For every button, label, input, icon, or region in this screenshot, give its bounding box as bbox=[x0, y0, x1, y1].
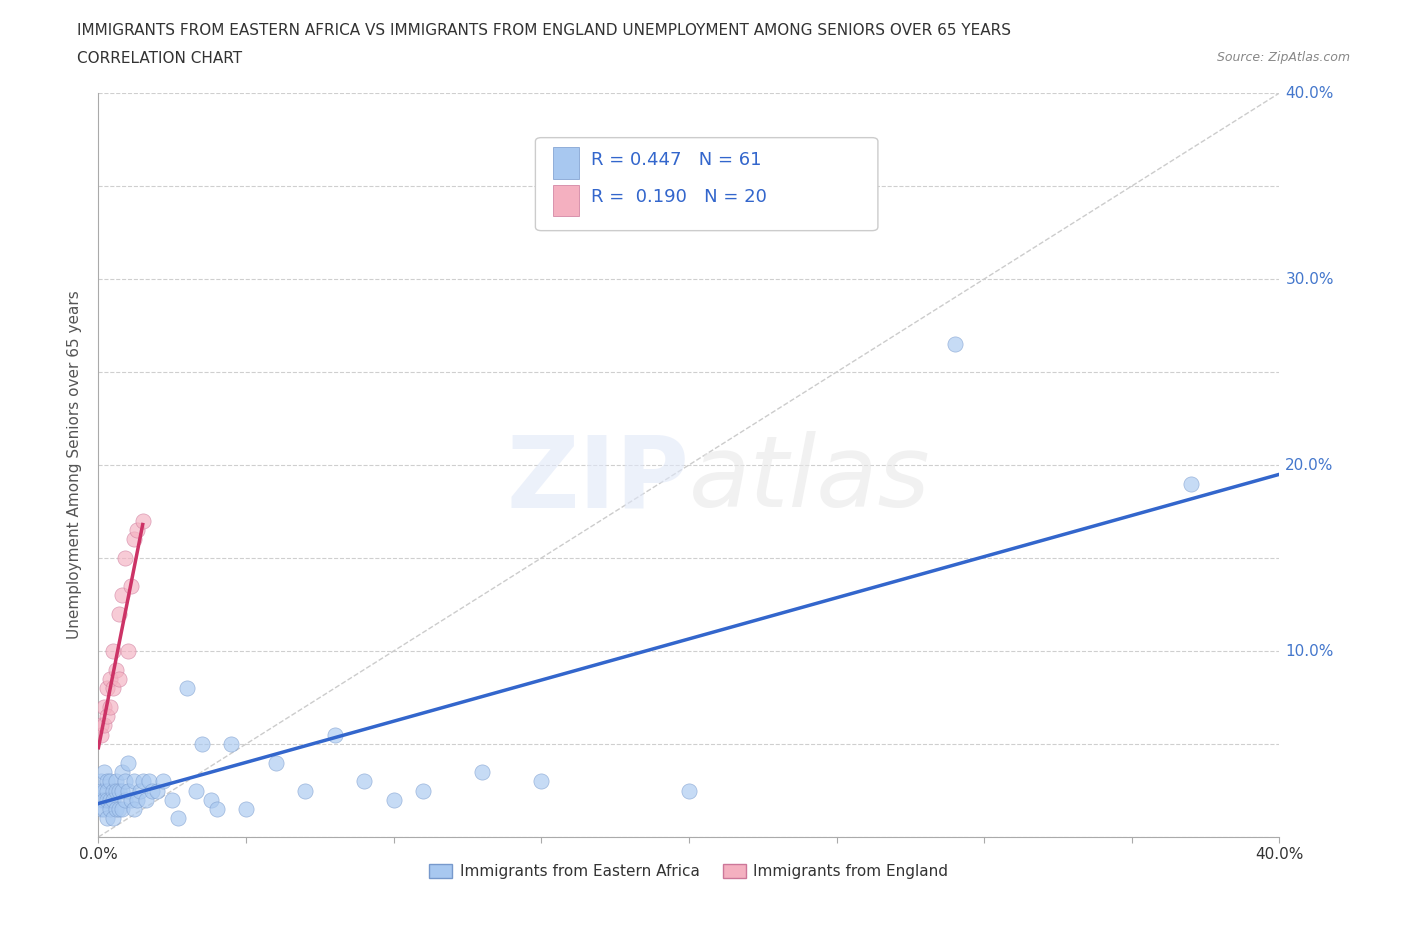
Point bbox=[108, 783, 131, 798]
Point bbox=[191, 737, 214, 751]
Point bbox=[152, 774, 174, 789]
Point bbox=[98, 774, 121, 789]
Point bbox=[1180, 476, 1202, 491]
Point bbox=[162, 792, 183, 807]
Point bbox=[114, 774, 136, 789]
Point bbox=[103, 681, 125, 696]
Point bbox=[96, 774, 118, 789]
Point bbox=[132, 774, 155, 789]
Point bbox=[294, 783, 316, 798]
Point bbox=[98, 699, 121, 714]
Point bbox=[205, 802, 228, 817]
Legend: Immigrants from Eastern Africa, Immigrants from England: Immigrants from Eastern Africa, Immigran… bbox=[423, 857, 955, 885]
Point bbox=[90, 718, 112, 733]
Point bbox=[90, 727, 112, 742]
Point bbox=[117, 644, 139, 658]
Point bbox=[135, 792, 157, 807]
Point bbox=[108, 671, 131, 686]
Text: ZIP: ZIP bbox=[506, 432, 689, 528]
Point bbox=[90, 783, 112, 798]
Point bbox=[93, 802, 115, 817]
Point bbox=[90, 802, 112, 817]
Point bbox=[108, 802, 131, 817]
Point bbox=[167, 811, 190, 826]
Point bbox=[111, 764, 134, 779]
Text: 40.0%: 40.0% bbox=[1285, 86, 1334, 100]
Point bbox=[200, 792, 222, 807]
Point bbox=[264, 755, 287, 770]
Point bbox=[132, 513, 155, 528]
Point bbox=[235, 802, 257, 817]
Point bbox=[96, 811, 118, 826]
Point bbox=[117, 783, 139, 798]
Point bbox=[114, 792, 136, 807]
Point bbox=[146, 783, 169, 798]
Text: R =  0.190   N = 20: R = 0.190 N = 20 bbox=[591, 188, 766, 206]
Point bbox=[120, 578, 142, 593]
Point bbox=[98, 792, 121, 807]
Point bbox=[114, 551, 136, 565]
Text: 20.0%: 20.0% bbox=[1285, 458, 1334, 472]
Point bbox=[353, 774, 375, 789]
Point bbox=[120, 792, 142, 807]
Point bbox=[90, 792, 112, 807]
Text: IMMIGRANTS FROM EASTERN AFRICA VS IMMIGRANTS FROM ENGLAND UNEMPLOYMENT AMONG SEN: IMMIGRANTS FROM EASTERN AFRICA VS IMMIGR… bbox=[77, 23, 1011, 38]
Point bbox=[111, 802, 134, 817]
Point bbox=[122, 774, 145, 789]
Point bbox=[128, 783, 150, 798]
Point bbox=[105, 802, 128, 817]
Point bbox=[98, 671, 121, 686]
Point bbox=[176, 681, 198, 696]
Point bbox=[125, 523, 148, 538]
Point bbox=[117, 755, 139, 770]
Text: R = 0.447   N = 61: R = 0.447 N = 61 bbox=[591, 151, 762, 169]
Point bbox=[530, 774, 553, 789]
Point bbox=[323, 727, 346, 742]
Point bbox=[96, 783, 118, 798]
Point bbox=[93, 718, 115, 733]
Point bbox=[122, 802, 145, 817]
Bar bbox=[553, 147, 579, 179]
Point bbox=[122, 532, 145, 547]
Text: atlas: atlas bbox=[689, 432, 931, 528]
Bar bbox=[553, 184, 579, 216]
Point bbox=[93, 783, 115, 798]
Point bbox=[96, 709, 118, 724]
Point bbox=[103, 783, 125, 798]
Text: 30.0%: 30.0% bbox=[1285, 272, 1334, 286]
Point bbox=[141, 783, 163, 798]
Point bbox=[108, 606, 131, 621]
Point bbox=[943, 337, 966, 352]
Point bbox=[105, 662, 128, 677]
Point bbox=[221, 737, 243, 751]
Point bbox=[111, 783, 134, 798]
Point bbox=[98, 802, 121, 817]
Y-axis label: Unemployment Among Seniors over 65 years: Unemployment Among Seniors over 65 years bbox=[67, 291, 83, 640]
Point bbox=[96, 681, 118, 696]
Point bbox=[93, 699, 115, 714]
Point bbox=[184, 783, 207, 798]
Point bbox=[412, 783, 434, 798]
Point bbox=[111, 588, 134, 603]
Point bbox=[125, 792, 148, 807]
Point bbox=[93, 792, 115, 807]
Point bbox=[138, 774, 160, 789]
Text: CORRELATION CHART: CORRELATION CHART bbox=[77, 51, 242, 66]
Point bbox=[105, 783, 128, 798]
Text: 10.0%: 10.0% bbox=[1285, 644, 1334, 658]
Point bbox=[103, 792, 125, 807]
Point bbox=[103, 644, 125, 658]
Point bbox=[96, 792, 118, 807]
Point bbox=[382, 792, 405, 807]
Point bbox=[105, 774, 128, 789]
Text: Source: ZipAtlas.com: Source: ZipAtlas.com bbox=[1216, 51, 1350, 64]
Point bbox=[90, 774, 112, 789]
Point bbox=[678, 783, 700, 798]
Point bbox=[471, 764, 494, 779]
FancyBboxPatch shape bbox=[536, 138, 877, 231]
Point bbox=[93, 764, 115, 779]
Point bbox=[103, 811, 125, 826]
